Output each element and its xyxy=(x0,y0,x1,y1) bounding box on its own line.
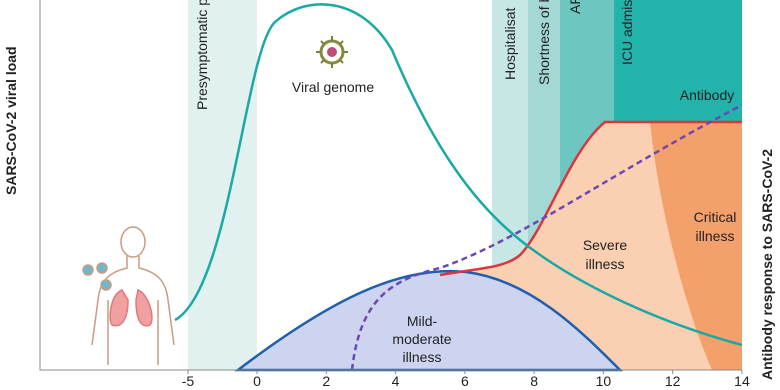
label: Viral genome xyxy=(292,79,374,95)
y-axis-label: SARS-CoV-2 viral load xyxy=(3,46,19,195)
phase-label: AR xyxy=(567,0,583,14)
label: Severe xyxy=(583,237,628,253)
x-tick-label: 12 xyxy=(665,373,681,389)
x-tick-label: 6 xyxy=(461,373,469,389)
phase-label: Shortness of bre xyxy=(536,0,552,85)
label: illness xyxy=(696,228,735,244)
phase-band xyxy=(188,0,257,370)
phase-label: Hospitalisat xyxy=(502,8,518,80)
label: moderate xyxy=(392,331,451,347)
severe-line xyxy=(439,120,742,277)
x-tick-label: -5 xyxy=(182,373,195,389)
virus-icon xyxy=(316,36,348,68)
label: illness xyxy=(586,256,625,272)
viral-load-curve xyxy=(174,3,743,347)
y2-axis-label: Antibody response to SARS-CoV-2 xyxy=(759,149,775,380)
critical-area xyxy=(650,122,742,370)
label: Mild- xyxy=(407,313,438,329)
x-tick-label: 2 xyxy=(322,373,330,389)
label: Antibody xyxy=(680,87,734,103)
antibody-curve xyxy=(350,103,743,371)
axis-frame xyxy=(39,0,742,371)
phase-label: Presymptomatic ph xyxy=(194,0,210,110)
x-tick-label: 8 xyxy=(530,373,538,389)
label: illness xyxy=(403,349,442,365)
phase-label: ICU admiss xyxy=(619,0,635,65)
label: Critical xyxy=(694,209,737,225)
human-icon xyxy=(82,226,175,365)
x-tick-label: 0 xyxy=(253,373,261,389)
x-tick-label: 10 xyxy=(596,373,612,389)
x-tick-label: 4 xyxy=(392,373,400,389)
x-tick-label: 14 xyxy=(734,373,750,389)
